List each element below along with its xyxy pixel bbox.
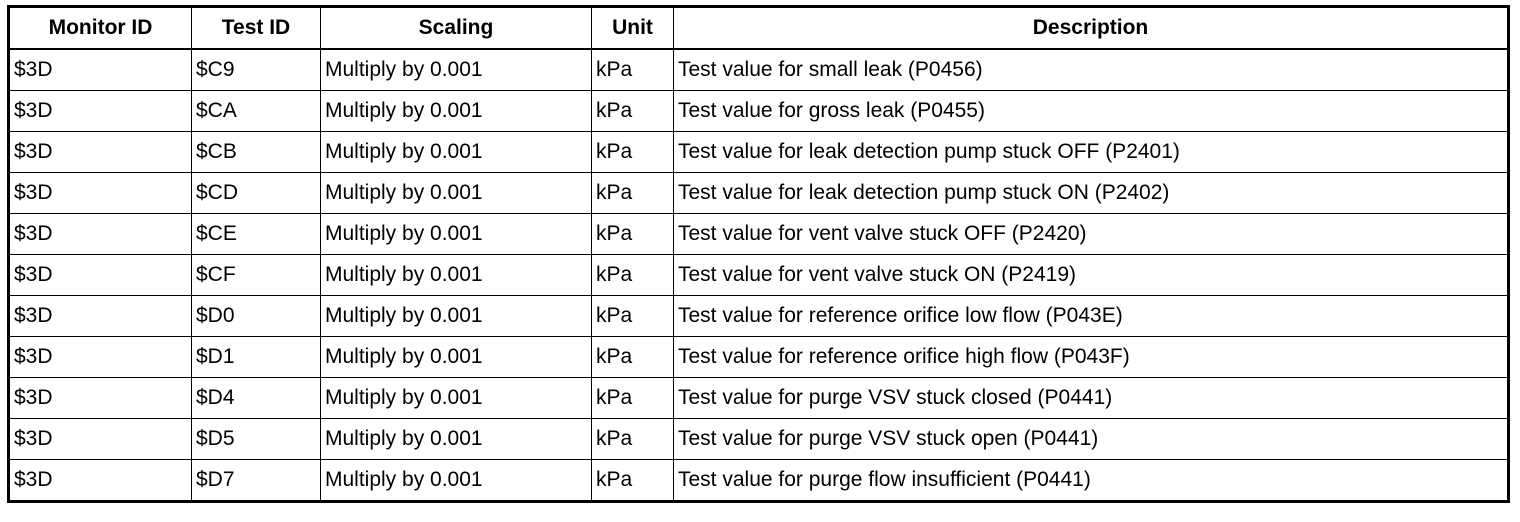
table-cell: kPa xyxy=(591,90,674,132)
table-row: $3D $CB Multiply by 0.001 kPa Test value for… xyxy=(8,131,1509,173)
table-cell: Multiply by 0.001 xyxy=(320,254,592,296)
table-cell: kPa xyxy=(591,459,674,502)
table-row: $3D $D4 Multiply by 0.001 kPa Test value for… xyxy=(8,377,1509,419)
table-cell: $CF xyxy=(191,254,321,296)
table-cell: Test value for purge VSV stuck closed (P… xyxy=(673,377,1509,419)
table-cell: $D0 xyxy=(191,295,321,337)
table-cell: $CB xyxy=(191,131,321,173)
table-cell: Test value for reference orifice high fl… xyxy=(673,336,1509,378)
table-cell: Multiply by 0.001 xyxy=(320,131,592,173)
table-cell: Test value for purge flow insufficient (… xyxy=(673,459,1509,502)
table-cell: Test value for small leak (P0456) xyxy=(673,48,1509,91)
header-cell: Scaling xyxy=(320,6,592,50)
table-cell: $3D xyxy=(8,90,192,132)
table-cell: $3D xyxy=(8,459,192,502)
table-cell: $D7 xyxy=(191,459,321,502)
header-cell: Test ID xyxy=(191,6,321,50)
table-row: $3D $CD Multiply by 0.001 kPa Test value for… xyxy=(8,172,1509,214)
table-cell: Multiply by 0.001 xyxy=(320,295,592,337)
table-cell: $3D xyxy=(8,48,192,91)
table-cell: $C9 xyxy=(191,48,321,91)
table-cell: kPa xyxy=(591,254,674,296)
table-cell: Test value for vent valve stuck ON (P241… xyxy=(673,254,1509,296)
table-cell: kPa xyxy=(591,295,674,337)
table-cell: $3D xyxy=(8,172,192,214)
table-cell: Multiply by 0.001 xyxy=(320,48,592,91)
table-cell: $3D xyxy=(8,295,192,337)
table-row: $3D $D1 Multiply by 0.001 kPa Test value for… xyxy=(8,336,1509,378)
table-cell: $D4 xyxy=(191,377,321,419)
table-cell: $3D xyxy=(8,254,192,296)
table-row: $3D $D5 Multiply by 0.001 kPa Test value for… xyxy=(8,418,1509,460)
table-cell: $CD xyxy=(191,172,321,214)
table-cell: Multiply by 0.001 xyxy=(320,90,592,132)
table-cell: Test value for gross leak (P0455) xyxy=(673,90,1509,132)
table-cell: kPa xyxy=(591,336,674,378)
table-cell: Multiply by 0.001 xyxy=(320,418,592,460)
header-row: Monitor ID Test ID Scaling Unit Description xyxy=(8,6,1509,50)
table-cell: Multiply by 0.001 xyxy=(320,213,592,255)
table-row: $3D $D7 Multiply by 0.001 kPa Test value for… xyxy=(8,459,1509,502)
table-cell: kPa xyxy=(591,377,674,419)
table-row: $3D $D0 Multiply by 0.001 kPa Test value for… xyxy=(8,295,1509,337)
table-row: $3D $CA Multiply by 0.001 kPa Test value for… xyxy=(8,90,1509,132)
table-cell: Multiply by 0.001 xyxy=(320,172,592,214)
table-cell: Test value for leak detection pump stuck… xyxy=(673,131,1509,173)
table-cell: Test value for purge VSV stuck open (P04… xyxy=(673,418,1509,460)
table-cell: $D1 xyxy=(191,336,321,378)
table-cell: kPa xyxy=(591,131,674,173)
table-row: $3D $CE Multiply by 0.001 kPa Test value for… xyxy=(8,213,1509,255)
table-row: $3D $CF Multiply by 0.001 kPa Test value for… xyxy=(8,254,1509,296)
header-cell: Unit xyxy=(591,6,674,50)
table-cell: $CE xyxy=(191,213,321,255)
table-cell: $3D xyxy=(8,213,192,255)
table-row: $3D $C9 Multiply by 0.001 kPa Test value for… xyxy=(8,48,1509,91)
table-cell: Multiply by 0.001 xyxy=(320,377,592,419)
table-cell: $3D xyxy=(8,131,192,173)
table-cell: kPa xyxy=(591,172,674,214)
table-cell: kPa xyxy=(591,213,674,255)
table-cell: Test value for leak detection pump stuck… xyxy=(673,172,1509,214)
table-cell: $D5 xyxy=(191,418,321,460)
table-cell: $3D xyxy=(8,336,192,378)
table-cell: kPa xyxy=(591,418,674,460)
table-cell: $3D xyxy=(8,377,192,419)
data-table: Monitor ID Test ID Scaling Unit Description … xyxy=(7,5,1510,503)
table-cell: Test value for reference orifice low flo… xyxy=(673,295,1509,337)
table-cell: Multiply by 0.001 xyxy=(320,336,592,378)
header-cell: Monitor ID xyxy=(8,6,192,50)
table-cell: $CA xyxy=(191,90,321,132)
table-cell: $3D xyxy=(8,418,192,460)
table-cell: kPa xyxy=(591,48,674,91)
header-cell: Description xyxy=(673,6,1509,50)
table-cell: Multiply by 0.001 xyxy=(320,459,592,502)
table-cell: Test value for vent valve stuck OFF (P24… xyxy=(673,213,1509,255)
